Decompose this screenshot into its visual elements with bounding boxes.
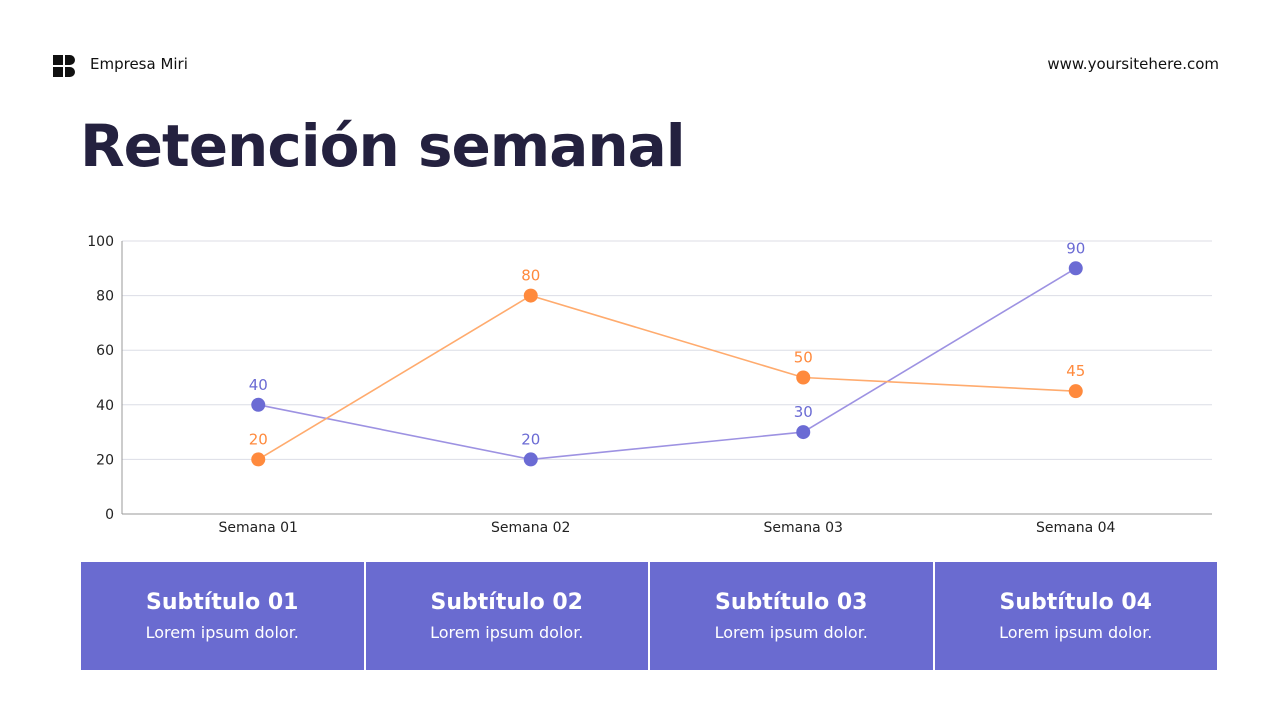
data-point — [1068, 261, 1083, 276]
data-label: 40 — [249, 376, 268, 394]
data-label: 30 — [794, 403, 813, 421]
card-text: Lorem ipsum dolor. — [145, 623, 299, 642]
website-link[interactable]: www.yoursitehere.com — [1047, 55, 1219, 73]
card-title: Subtítulo 02 — [430, 590, 583, 615]
card-text: Lorem ipsum dolor. — [430, 623, 584, 642]
data-point — [796, 370, 811, 385]
card-text: Lorem ipsum dolor. — [714, 623, 868, 642]
line-chart: 0 20 40 60 80 100 Semana 01 Semana 02 Semana 03 S… — [87, 234, 1212, 536]
x-tick-label: Semana 02 — [491, 520, 570, 536]
data-label: 50 — [794, 349, 813, 367]
data-point — [251, 397, 266, 412]
page-title: Retención semanal — [80, 112, 686, 180]
data-label: 20 — [249, 430, 268, 448]
x-tick-label: Semana 04 — [1036, 520, 1116, 536]
series-line — [258, 267, 1077, 461]
y-tick-label: 100 — [87, 234, 114, 250]
card-title: Subtítulo 04 — [999, 590, 1152, 615]
data-label: 45 — [1066, 362, 1085, 380]
data-label: 80 — [521, 267, 540, 285]
subtitle-cards: Subtítulo 01 Lorem ipsum dolor. Subtítulo… — [81, 562, 1217, 670]
card-title: Subtítulo 01 — [146, 590, 299, 615]
card-3: Subtítulo 03 Lorem ipsum dolor. — [650, 562, 935, 670]
y-tick-label: 0 — [105, 507, 114, 523]
series-line — [257, 294, 1076, 461]
y-tick-label: 20 — [96, 452, 114, 468]
x-tick-label: Semana 01 — [219, 520, 298, 536]
brand-logo-icon — [53, 55, 75, 77]
data-point — [523, 288, 538, 303]
data-point — [251, 452, 266, 467]
y-tick-label: 60 — [96, 343, 114, 359]
card-title: Subtítulo 03 — [715, 590, 868, 615]
card-2: Subtítulo 02 Lorem ipsum dolor. — [365, 562, 650, 670]
card-text: Lorem ipsum dolor. — [999, 623, 1153, 642]
data-label: 20 — [521, 430, 540, 448]
x-tick-label: Semana 03 — [764, 520, 843, 536]
card-4: Subtítulo 04 Lorem ipsum dolor. — [934, 562, 1217, 670]
brand-name: Empresa Miri — [90, 55, 188, 73]
card-1: Subtítulo 01 Lorem ipsum dolor. — [81, 562, 366, 670]
data-point — [523, 452, 538, 467]
y-tick-label: 80 — [96, 289, 114, 305]
data-label: 90 — [1066, 239, 1085, 257]
data-point — [1068, 384, 1083, 399]
data-point — [796, 425, 811, 440]
y-tick-label: 40 — [96, 398, 114, 414]
